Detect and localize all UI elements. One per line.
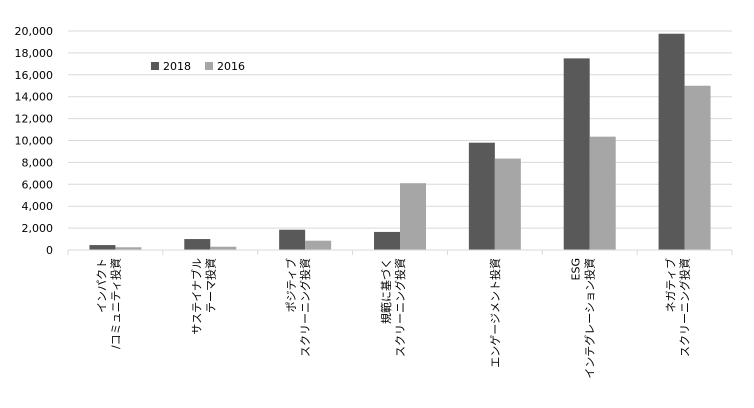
bars — [89, 33, 711, 250]
bar-2016 — [684, 85, 711, 250]
legend-label: 2018 — [163, 60, 191, 73]
x-axis — [67, 249, 733, 255]
x-tick-label: スクリーニング投資 — [298, 258, 312, 357]
y-tick-label: 10,000 — [15, 135, 54, 148]
bar-2016 — [589, 136, 616, 250]
y-tick-label: 14,000 — [15, 91, 54, 104]
bar-2018 — [89, 245, 116, 250]
bar-2018 — [563, 58, 590, 250]
y-axis-tick-labels: 0 2,000 4,000 6,000 8,000 10,000 12,000 14,000 1… — [15, 25, 54, 257]
y-tick-label: 4,000 — [22, 200, 54, 213]
gridlines — [68, 30, 732, 229]
x-tick-label: ポジティブ — [284, 258, 298, 312]
x-tick-label: インテグレーション投資 — [583, 258, 597, 379]
x-tick-label: テーマ投資 — [203, 258, 217, 313]
legend-swatch — [151, 62, 159, 70]
legend: 2018 2016 — [151, 60, 245, 73]
y-tick-label: 16,000 — [15, 69, 54, 82]
x-tick-label: インパクト — [95, 258, 108, 313]
bar-2016 — [115, 247, 142, 250]
bar-2016 — [305, 240, 332, 250]
bar-2018 — [184, 239, 211, 250]
x-tick-label: スクリーニング投資 — [678, 258, 692, 357]
y-tick-label: 0 — [46, 244, 53, 257]
legend-label: 2016 — [217, 60, 245, 73]
bar-2016 — [494, 158, 521, 250]
y-tick-label: 12,000 — [15, 113, 54, 126]
bar-2016 — [400, 183, 426, 250]
y-tick-label: 2,000 — [22, 222, 54, 235]
bar-2016 — [210, 246, 237, 250]
x-tick-label: ネガティブ — [664, 258, 678, 312]
bar-2018 — [374, 231, 400, 250]
bar-2018 — [658, 33, 685, 250]
bar-2018 — [468, 142, 495, 250]
x-tick-label: /コミュニティ投資 — [108, 258, 122, 349]
x-tick-label: ESG — [570, 258, 583, 280]
x-tick-label: スクリーニング投資 — [393, 258, 407, 357]
y-tick-label: 8,000 — [22, 156, 54, 169]
category-labels: インパクト/コミュニティ投資 サステイナブル テーマ投資 ポジティブ スクリーニング投資… — [95, 258, 691, 379]
y-tick-label: 18,000 — [15, 47, 54, 60]
x-tick-label: エンゲージメント投資 — [488, 258, 502, 368]
x-tick-label: サステイナブル — [189, 258, 203, 335]
x-tick-label: 規範に基づく — [379, 258, 393, 324]
y-tick-label: 20,000 — [15, 25, 54, 38]
legend-swatch — [205, 62, 213, 70]
bar-2018 — [279, 229, 306, 250]
y-tick-label: 6,000 — [22, 178, 54, 191]
